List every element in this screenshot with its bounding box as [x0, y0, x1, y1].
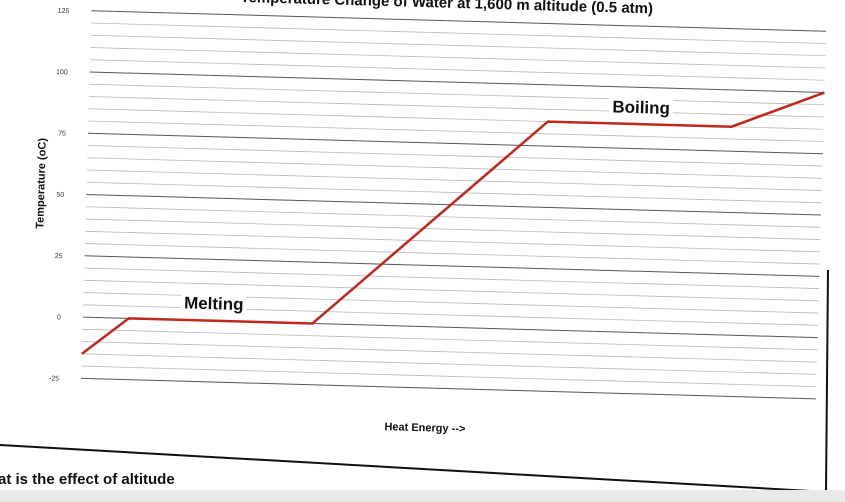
minor-gridline — [82, 341, 817, 363]
minor-gridline — [89, 96, 824, 118]
minor-gridline — [85, 206, 821, 228]
minor-gridline — [90, 59, 825, 81]
minor-gridline — [84, 243, 820, 265]
major-gridline — [87, 132, 823, 155]
y-tick-label: -25 — [49, 375, 59, 382]
question-text: at is the effect of altitude — [0, 471, 175, 488]
minor-gridline — [86, 169, 822, 191]
major-gridline — [84, 255, 820, 277]
minor-gridline — [90, 47, 826, 69]
minor-gridline — [87, 145, 823, 167]
major-gridline — [91, 10, 827, 32]
minor-gridline — [85, 218, 821, 240]
page-border — [0, 269, 829, 490]
temperature-line — [81, 91, 825, 355]
minor-gridline — [88, 120, 824, 142]
y-tick-label: 0 — [57, 314, 61, 321]
minor-gridline — [81, 353, 817, 375]
minor-gridline — [86, 181, 822, 204]
minor-gridline — [90, 34, 826, 57]
minor-gridline — [82, 328, 818, 351]
minor-gridline — [81, 365, 817, 388]
major-gridline — [81, 377, 816, 400]
y-tick-label: 25 — [55, 253, 63, 260]
y-tick-label: 100 — [56, 69, 68, 76]
y-tick-label: 50 — [56, 192, 64, 199]
major-gridline — [89, 71, 825, 94]
minor-gridline — [87, 157, 823, 179]
minor-gridline — [91, 22, 826, 44]
minor-gridline — [83, 279, 819, 302]
y-tick-label: 75 — [58, 130, 66, 137]
major-gridline — [86, 194, 822, 216]
minor-gridline — [85, 230, 820, 253]
minor-gridline — [84, 267, 819, 289]
y-tick-label: 125 — [58, 8, 70, 15]
minor-gridline — [89, 83, 825, 106]
